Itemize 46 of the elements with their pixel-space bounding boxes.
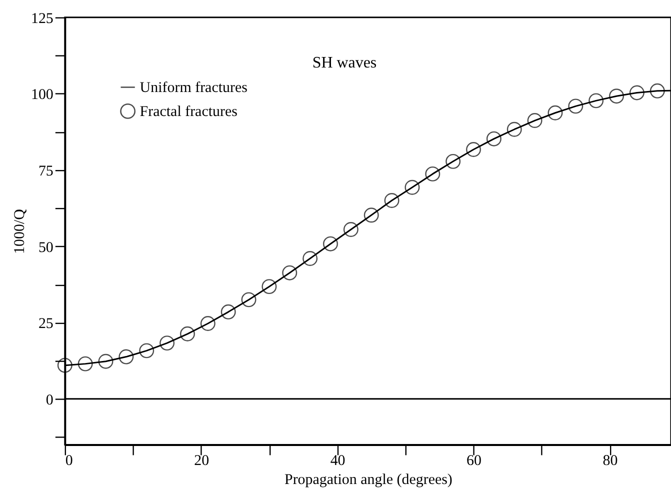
text: SH waves xyxy=(312,54,377,72)
point xyxy=(404,180,420,195)
x-tick-label: 0 xyxy=(65,453,73,470)
point xyxy=(241,292,256,308)
point xyxy=(384,193,400,208)
y-tick-label: 0 xyxy=(46,392,54,408)
point xyxy=(425,166,440,182)
y-tick-label: 125 xyxy=(30,10,54,27)
point xyxy=(180,326,195,342)
point xyxy=(160,336,175,351)
legend-label: Uniform fractures xyxy=(140,80,248,96)
y-tick-label: 75 xyxy=(38,163,54,180)
point xyxy=(78,356,93,372)
point xyxy=(200,316,216,331)
point xyxy=(139,343,154,358)
x-axis-title: Propagation angle (degrees) xyxy=(284,472,452,488)
point xyxy=(466,142,481,157)
y-tick-label: 25 xyxy=(38,316,54,332)
point xyxy=(118,349,134,364)
point xyxy=(588,93,604,108)
point xyxy=(486,131,502,146)
x-tick-label: 20 xyxy=(194,453,210,470)
legend-label: Fractal fractures xyxy=(140,104,238,120)
point xyxy=(629,85,644,100)
x-tick-label: 40 xyxy=(330,453,346,470)
y-tick-label: 100 xyxy=(30,87,54,104)
x-tick-label: 60 xyxy=(466,453,482,470)
point xyxy=(262,279,277,294)
point xyxy=(568,98,584,114)
point xyxy=(302,251,318,266)
point xyxy=(282,265,298,280)
point xyxy=(364,208,379,223)
x-tick-label: 80 xyxy=(602,453,618,470)
point xyxy=(548,105,563,120)
point xyxy=(609,88,624,104)
point xyxy=(220,304,236,320)
point xyxy=(323,236,338,252)
y-axis-title: 1000/Q xyxy=(12,208,28,254)
point xyxy=(57,358,72,373)
point xyxy=(506,122,522,137)
point xyxy=(650,83,665,98)
point xyxy=(446,154,461,169)
point xyxy=(343,222,358,237)
y-tick-label: 50 xyxy=(38,240,54,256)
point xyxy=(527,113,542,128)
point xyxy=(98,354,114,369)
